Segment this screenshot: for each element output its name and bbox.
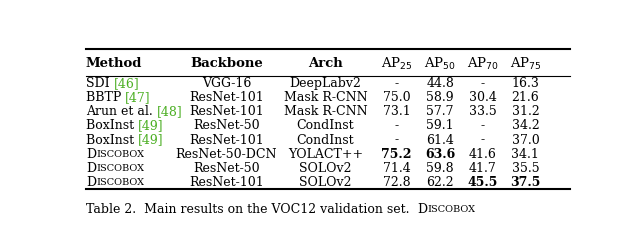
Text: 35.5: 35.5 bbox=[511, 161, 540, 174]
Text: SOLOv2: SOLOv2 bbox=[300, 161, 352, 174]
Text: 59.8: 59.8 bbox=[426, 161, 454, 174]
Text: AP$_{75}$: AP$_{75}$ bbox=[509, 55, 541, 71]
Text: 34.1: 34.1 bbox=[511, 147, 540, 160]
Text: ResNet-101: ResNet-101 bbox=[189, 133, 264, 146]
Text: 73.1: 73.1 bbox=[383, 105, 410, 118]
Text: D: D bbox=[86, 175, 96, 188]
Text: -: - bbox=[481, 119, 485, 132]
Text: -: - bbox=[394, 133, 399, 146]
Text: ResNet-50: ResNet-50 bbox=[193, 161, 260, 174]
Text: SOLOv2: SOLOv2 bbox=[300, 175, 352, 188]
Text: Arun et al.: Arun et al. bbox=[86, 105, 157, 118]
Text: ResNet-101: ResNet-101 bbox=[189, 91, 264, 104]
Text: 45.5: 45.5 bbox=[468, 175, 498, 188]
Text: 31.2: 31.2 bbox=[511, 105, 540, 118]
Text: Backbone: Backbone bbox=[190, 57, 262, 70]
Text: YOLACT++: YOLACT++ bbox=[288, 147, 363, 160]
Text: D: D bbox=[417, 202, 428, 215]
Text: AP$_{25}$: AP$_{25}$ bbox=[381, 55, 412, 71]
Text: 21.6: 21.6 bbox=[511, 91, 540, 104]
Text: Table 2.  Main results on the VOC12 validation set.: Table 2. Main results on the VOC12 valid… bbox=[86, 202, 417, 215]
Text: [47]: [47] bbox=[125, 91, 151, 104]
Text: ResNet-101: ResNet-101 bbox=[189, 175, 264, 188]
Text: ISCOBOX: ISCOBOX bbox=[96, 177, 144, 186]
Text: ISCOBOX: ISCOBOX bbox=[96, 163, 144, 172]
Text: Arch: Arch bbox=[308, 57, 343, 70]
Text: 41.7: 41.7 bbox=[469, 161, 497, 174]
Text: Mask R-CNN: Mask R-CNN bbox=[284, 105, 367, 118]
Text: 34.2: 34.2 bbox=[511, 119, 540, 132]
Text: Table 2.  Main results on the VOC12 validation set.: Table 2. Main results on the VOC12 valid… bbox=[86, 202, 417, 215]
Text: 57.7: 57.7 bbox=[426, 105, 454, 118]
Text: ResNet-50: ResNet-50 bbox=[193, 119, 260, 132]
Text: 72.8: 72.8 bbox=[383, 175, 410, 188]
Text: -: - bbox=[394, 119, 399, 132]
Text: CondInst: CondInst bbox=[297, 133, 355, 146]
Text: 30.4: 30.4 bbox=[469, 91, 497, 104]
Text: -: - bbox=[481, 77, 485, 90]
Text: D: D bbox=[86, 147, 96, 160]
Text: AP$_{70}$: AP$_{70}$ bbox=[467, 55, 499, 71]
Text: 37.5: 37.5 bbox=[510, 175, 541, 188]
Text: 71.4: 71.4 bbox=[383, 161, 410, 174]
Text: -: - bbox=[481, 133, 485, 146]
Text: ISCOBOX: ISCOBOX bbox=[96, 149, 144, 158]
Text: D: D bbox=[86, 161, 96, 174]
Text: 75.0: 75.0 bbox=[383, 91, 410, 104]
Text: 59.1: 59.1 bbox=[426, 119, 454, 132]
Text: 63.6: 63.6 bbox=[425, 147, 455, 160]
Text: AP$_{50}$: AP$_{50}$ bbox=[424, 55, 456, 71]
Text: 75.2: 75.2 bbox=[381, 147, 412, 160]
Text: 37.0: 37.0 bbox=[511, 133, 540, 146]
Text: [49]: [49] bbox=[138, 119, 164, 132]
Text: -: - bbox=[394, 77, 399, 90]
Text: 61.4: 61.4 bbox=[426, 133, 454, 146]
Text: 33.5: 33.5 bbox=[469, 105, 497, 118]
Text: 58.9: 58.9 bbox=[426, 91, 454, 104]
Text: [49]: [49] bbox=[138, 133, 164, 146]
Text: 16.3: 16.3 bbox=[511, 77, 540, 90]
Text: 44.8: 44.8 bbox=[426, 77, 454, 90]
Text: ResNet-101: ResNet-101 bbox=[189, 105, 264, 118]
Text: Method: Method bbox=[86, 57, 142, 70]
Text: DeepLabv2: DeepLabv2 bbox=[289, 77, 362, 90]
Text: ResNet-50-DCN: ResNet-50-DCN bbox=[175, 147, 277, 160]
Text: [48]: [48] bbox=[157, 105, 182, 118]
Text: 41.6: 41.6 bbox=[469, 147, 497, 160]
Text: [46]: [46] bbox=[113, 77, 140, 90]
Text: Mask R-CNN: Mask R-CNN bbox=[284, 91, 367, 104]
Text: SDI: SDI bbox=[86, 77, 113, 90]
Text: BBTP: BBTP bbox=[86, 91, 125, 104]
Text: ISCOBOX: ISCOBOX bbox=[428, 204, 476, 214]
Text: BoxInst: BoxInst bbox=[86, 133, 138, 146]
Text: VGG-16: VGG-16 bbox=[202, 77, 251, 90]
Text: 62.2: 62.2 bbox=[426, 175, 454, 188]
Text: CondInst: CondInst bbox=[297, 119, 355, 132]
Text: BoxInst: BoxInst bbox=[86, 119, 138, 132]
